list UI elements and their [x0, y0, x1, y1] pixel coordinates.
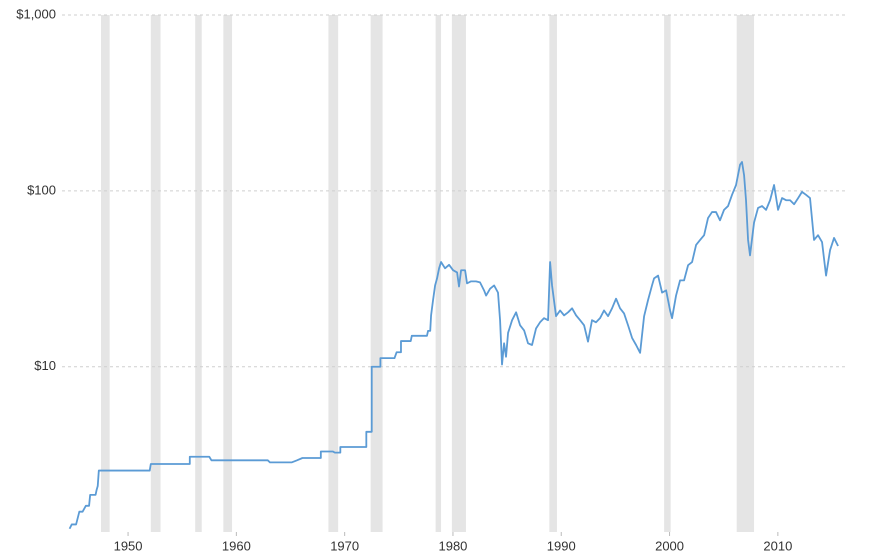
recession-band: [549, 15, 557, 532]
x-tick-label: 2000: [655, 538, 684, 553]
x-tick-label: 1970: [330, 538, 359, 553]
recession-band: [195, 15, 202, 532]
recession-band: [150, 15, 161, 532]
recession-band: [370, 15, 383, 532]
x-tick-label: 1980: [438, 538, 467, 553]
y-tick-label: $100: [27, 182, 56, 197]
y-tick-label: $10: [34, 358, 56, 373]
recession-band: [736, 15, 755, 532]
recession-band: [664, 15, 671, 532]
x-tick-label: 1950: [114, 538, 143, 553]
price-line: [68, 161, 839, 530]
x-tick-label: 1990: [547, 538, 576, 553]
y-tick-label: $1,000: [16, 6, 56, 21]
recession-band: [100, 15, 110, 532]
x-tick-label: 2010: [763, 538, 792, 553]
recession-band: [328, 15, 339, 532]
x-tick-label: 1960: [222, 538, 251, 553]
recession-band: [451, 15, 466, 532]
recession-band: [223, 15, 233, 532]
